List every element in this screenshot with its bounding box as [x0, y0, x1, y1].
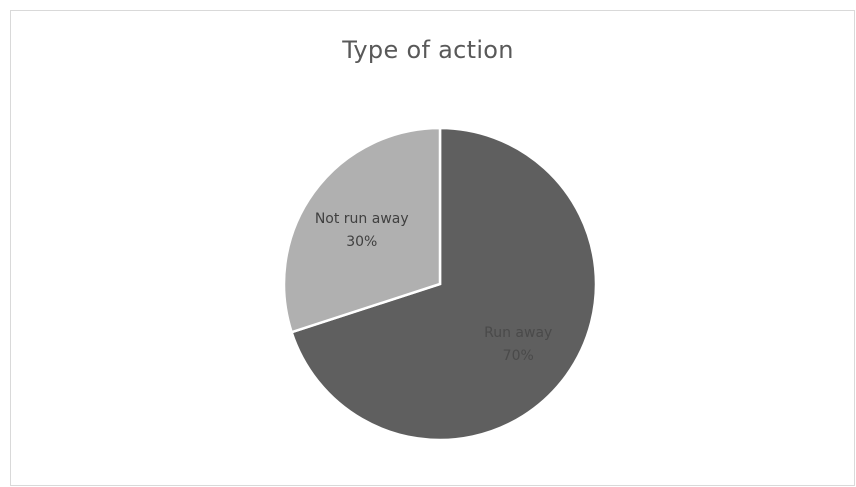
chart-title: Type of action: [342, 36, 514, 64]
data-label-percent-not-run-away: 30%: [346, 234, 377, 250]
data-label-run-away: Run away: [484, 325, 552, 341]
pie-slice-run-away: [290, 126, 598, 442]
data-label-percent-run-away: 70%: [503, 348, 534, 364]
pie-slice-not-run-away: [282, 126, 442, 334]
data-label-not-run-away: Not run away: [315, 211, 409, 227]
